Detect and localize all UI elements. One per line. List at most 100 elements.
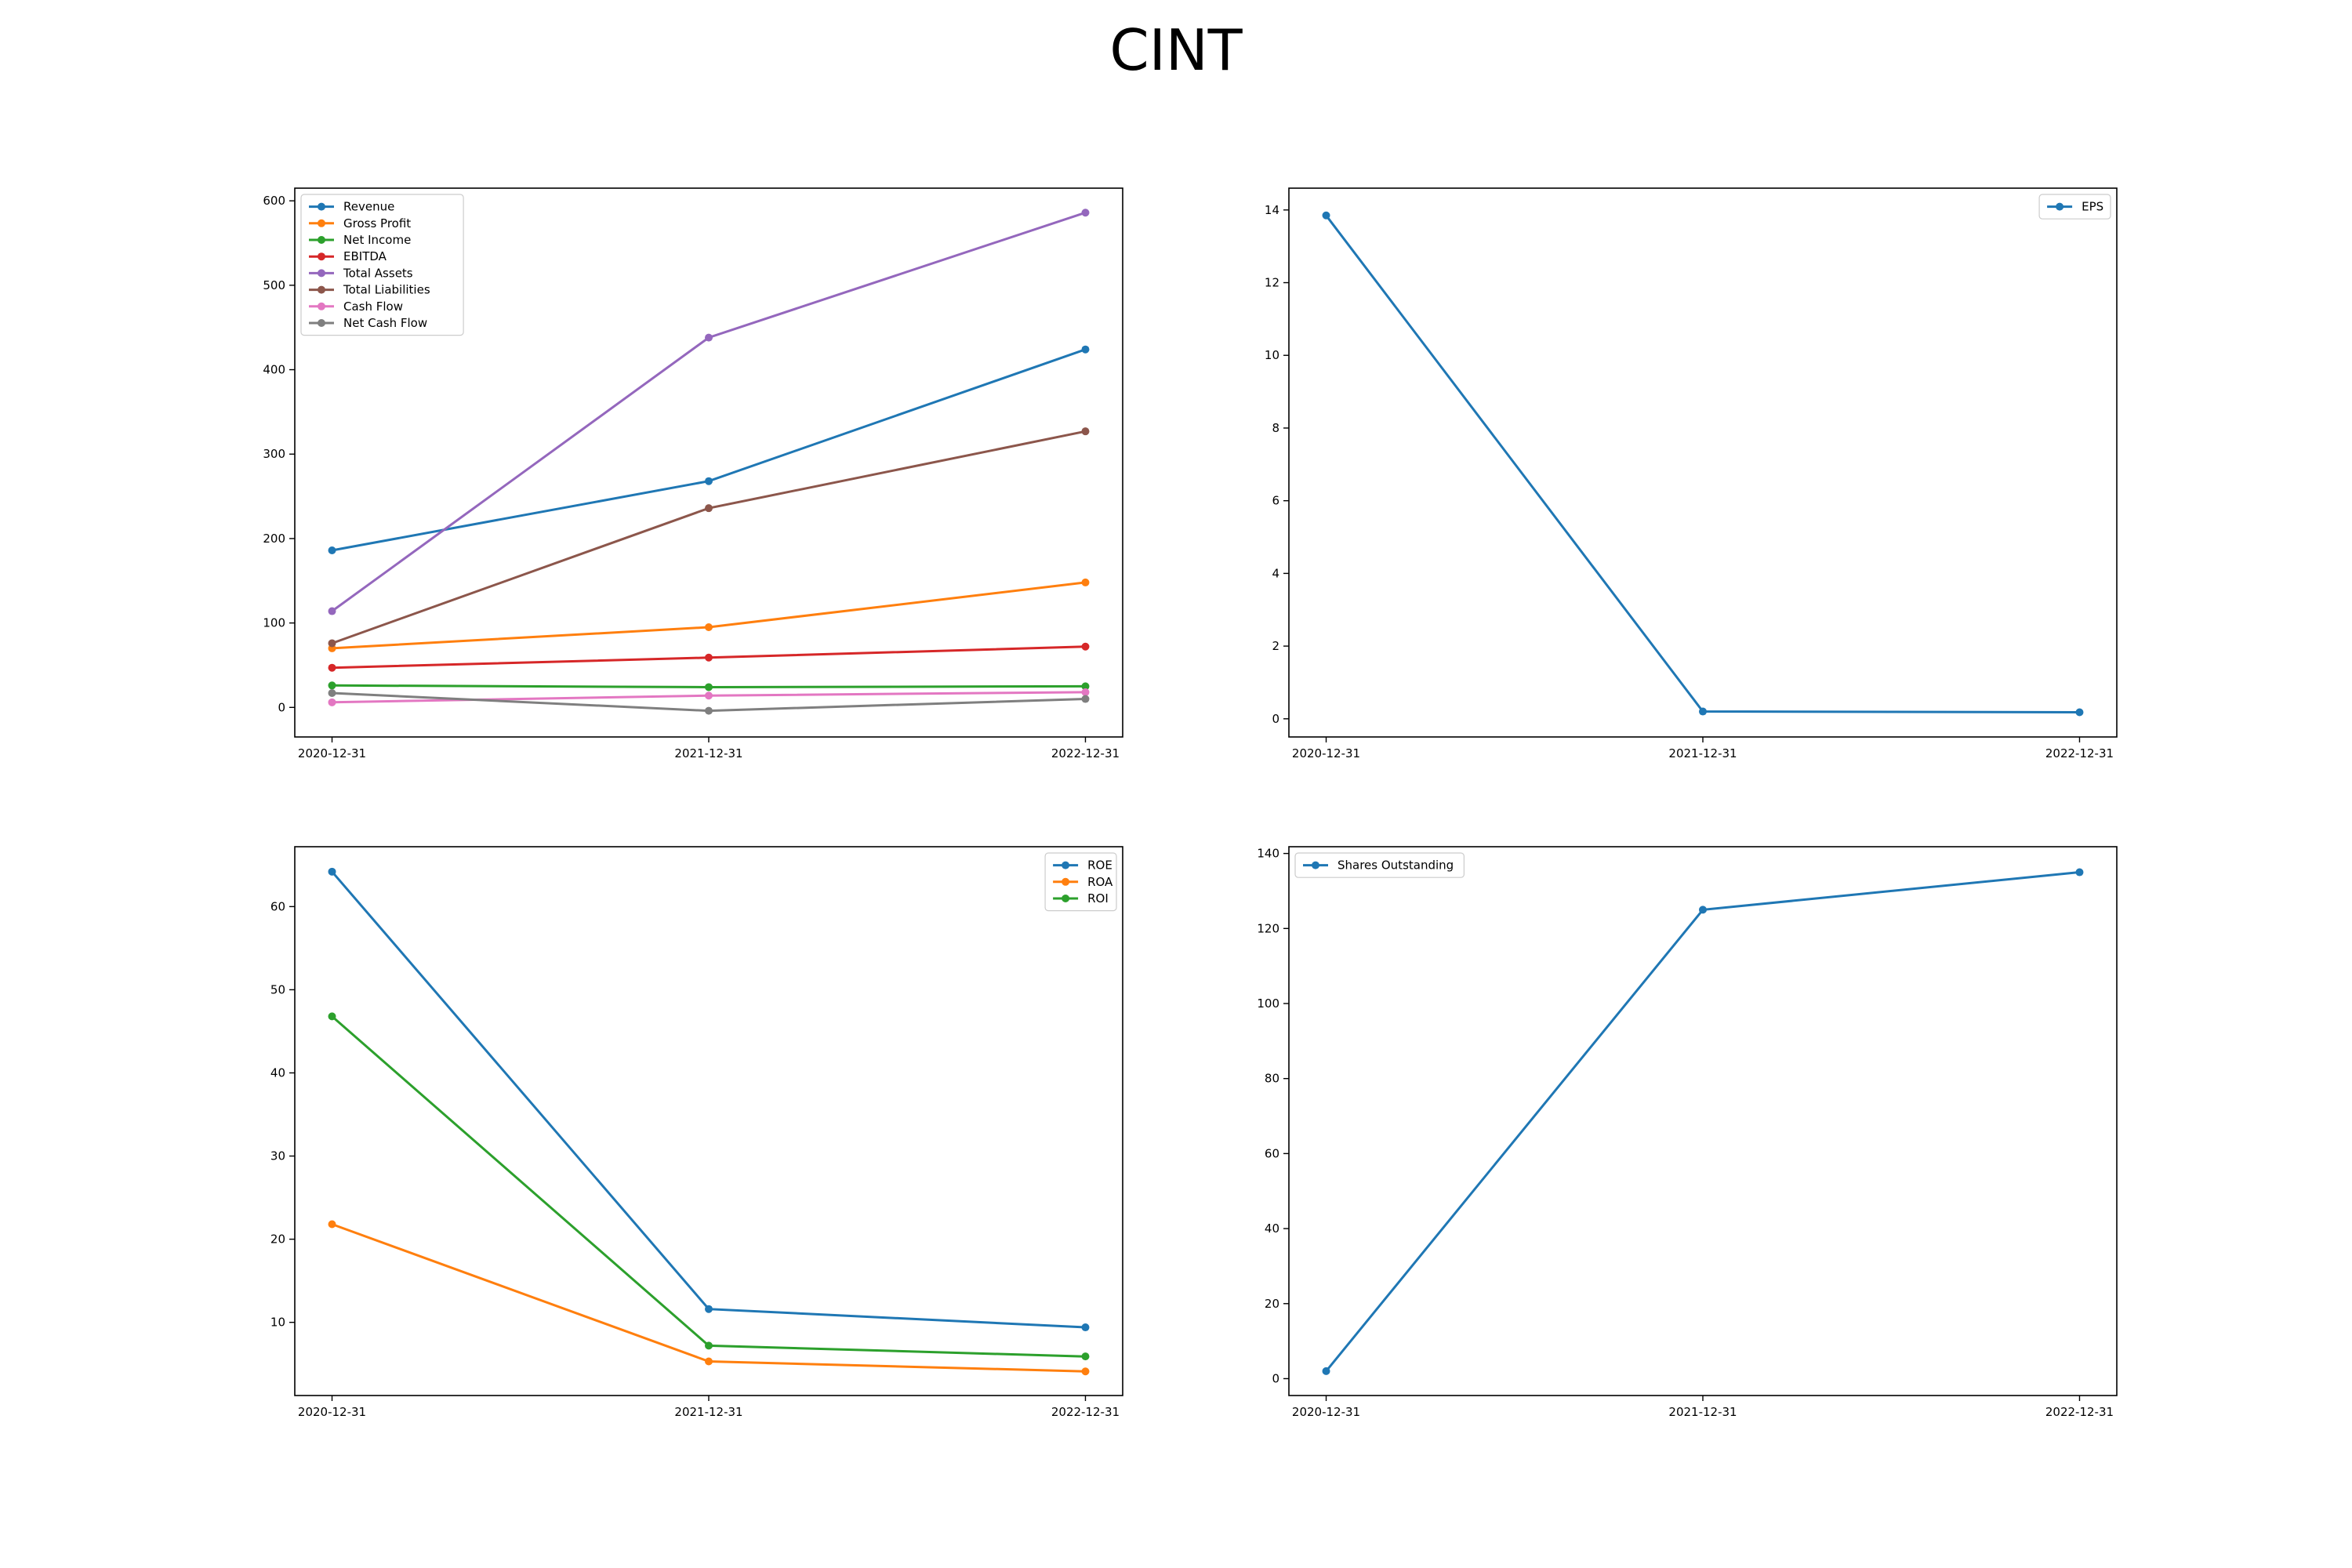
x-tick-label: 2021-12-31: [674, 746, 742, 760]
x-tick-label: 2020-12-31: [1292, 746, 1360, 760]
data-point: [1081, 688, 1090, 696]
data-point: [1081, 1367, 1090, 1376]
axes-frame: [1288, 846, 2118, 1396]
y-tick-label: 30: [270, 1149, 285, 1163]
y-tick-label: 12: [1265, 276, 1279, 290]
x-tick-label: 2020-12-31: [298, 746, 366, 760]
y-tick-label: 10: [1265, 348, 1279, 362]
data-point: [1081, 427, 1090, 436]
data-point: [328, 663, 336, 672]
x-tick-label: 2021-12-31: [674, 1405, 742, 1419]
series-line-revenue: [332, 348, 1086, 552]
x-tick-label: 2022-12-31: [1051, 746, 1120, 760]
legend: Revenue Gross Profit Net Income EBITDA Total…: [300, 194, 464, 336]
legend-marker: [318, 252, 325, 261]
data-point: [328, 1012, 336, 1021]
series-line-total-liabilities: [331, 430, 1086, 644]
y-tick-label: 100: [263, 616, 285, 630]
legend-label: Revenue: [343, 200, 394, 214]
data-point: [1322, 211, 1330, 220]
data-point: [328, 639, 336, 648]
data-point: [1081, 1352, 1090, 1361]
legend-box: [300, 194, 464, 336]
series-line-gross-profit: [332, 581, 1086, 650]
y-tick-label: 40: [270, 1065, 285, 1080]
data-point: [328, 607, 336, 615]
data-point: [705, 683, 713, 691]
legend-label: ROA: [1087, 875, 1113, 889]
y-tick-label: 4: [1272, 566, 1279, 580]
x-tick-label: 2022-12-31: [1051, 1405, 1120, 1419]
series-line-roe: [331, 870, 1086, 1329]
y-tick-label: 140: [1257, 847, 1279, 861]
data-point: [705, 691, 713, 700]
data-point: [328, 1220, 336, 1229]
legend-marker: [2056, 202, 2064, 211]
y-tick-label: 60: [270, 899, 285, 913]
legend-marker: [1062, 877, 1070, 886]
data-point: [705, 333, 713, 342]
series-line-shares-outstanding: [1325, 871, 2080, 1372]
data-point: [1322, 1367, 1330, 1375]
data-point: [1081, 642, 1090, 651]
axes-frame: [1288, 187, 2118, 738]
chart-panel-2: 0 2 4 6 8 10 12 14 2020-12-31 2021-12-31 2022-12-3…: [1265, 187, 2118, 760]
y-tick-label: 6: [1272, 494, 1279, 508]
data-point: [2075, 708, 2084, 717]
data-point: [705, 1357, 713, 1366]
data-point: [328, 681, 336, 690]
legend-label: Cash Flow: [343, 299, 403, 314]
data-point: [1699, 707, 1707, 716]
legend-marker: [318, 302, 325, 310]
data-point: [1081, 209, 1090, 217]
axes-frame: [294, 846, 1123, 1396]
data-point: [1081, 345, 1090, 354]
data-point: [2075, 868, 2084, 877]
y-tick-label: 400: [263, 363, 285, 377]
legend-label: ROE: [1087, 858, 1112, 873]
x-tick-label: 2021-12-31: [1668, 746, 1737, 760]
chart-panel-4: 0 20 40 60 80 100 120 140 2020-12-31 2021-12-31 20…: [1257, 846, 2118, 1419]
data-point: [1081, 682, 1090, 691]
legend: EPS: [2038, 194, 2111, 220]
data-point: [1699, 906, 1707, 914]
y-tick-label: 120: [1257, 921, 1279, 935]
legend-label: Total Assets: [343, 266, 413, 280]
y-tick-label: 8: [1272, 421, 1279, 435]
legend-marker: [1062, 861, 1070, 869]
legend-box: [2038, 194, 2111, 220]
y-tick-label: 80: [1265, 1072, 1279, 1086]
legend-marker: [318, 236, 325, 244]
legend-label: Net Income: [343, 233, 411, 247]
data-point: [705, 1305, 713, 1313]
legend-label: Gross Profit: [343, 216, 411, 230]
data-point: [328, 867, 336, 876]
legend-marker: [318, 319, 325, 327]
data-point: [705, 706, 713, 715]
legend-marker: [318, 202, 325, 211]
chart-panel-1: 0 100 200 300 400 500 600 2020-12-31 2021-12-31 2…: [263, 187, 1123, 760]
y-tick-label: 100: [1257, 996, 1279, 1011]
y-tick-label: 500: [263, 278, 285, 292]
series-line-eps: [1325, 214, 2080, 713]
data-point: [1081, 695, 1090, 703]
x-tick-label: 2021-12-31: [1668, 1405, 1737, 1419]
y-tick-label: 0: [278, 700, 285, 714]
y-tick-label: 2: [1272, 639, 1279, 653]
data-point: [705, 477, 713, 485]
data-point: [328, 689, 336, 697]
y-tick-label: 200: [263, 532, 285, 546]
y-tick-label: 0: [1272, 1371, 1279, 1385]
legend-label: Net Cash Flow: [343, 316, 427, 330]
y-tick-label: 10: [270, 1316, 285, 1330]
data-point: [705, 504, 713, 513]
chart-panel-3: 10 20 30 40 50 60 2020-12-31 2021-12-31 2022-12-…: [270, 846, 1123, 1419]
legend-marker: [318, 219, 325, 227]
data-point: [328, 546, 336, 554]
x-tick-label: 2020-12-31: [1292, 1405, 1360, 1419]
legend-marker: [318, 269, 325, 278]
data-point: [1081, 1323, 1090, 1332]
data-point: [705, 623, 713, 631]
data-point: [705, 1341, 713, 1350]
